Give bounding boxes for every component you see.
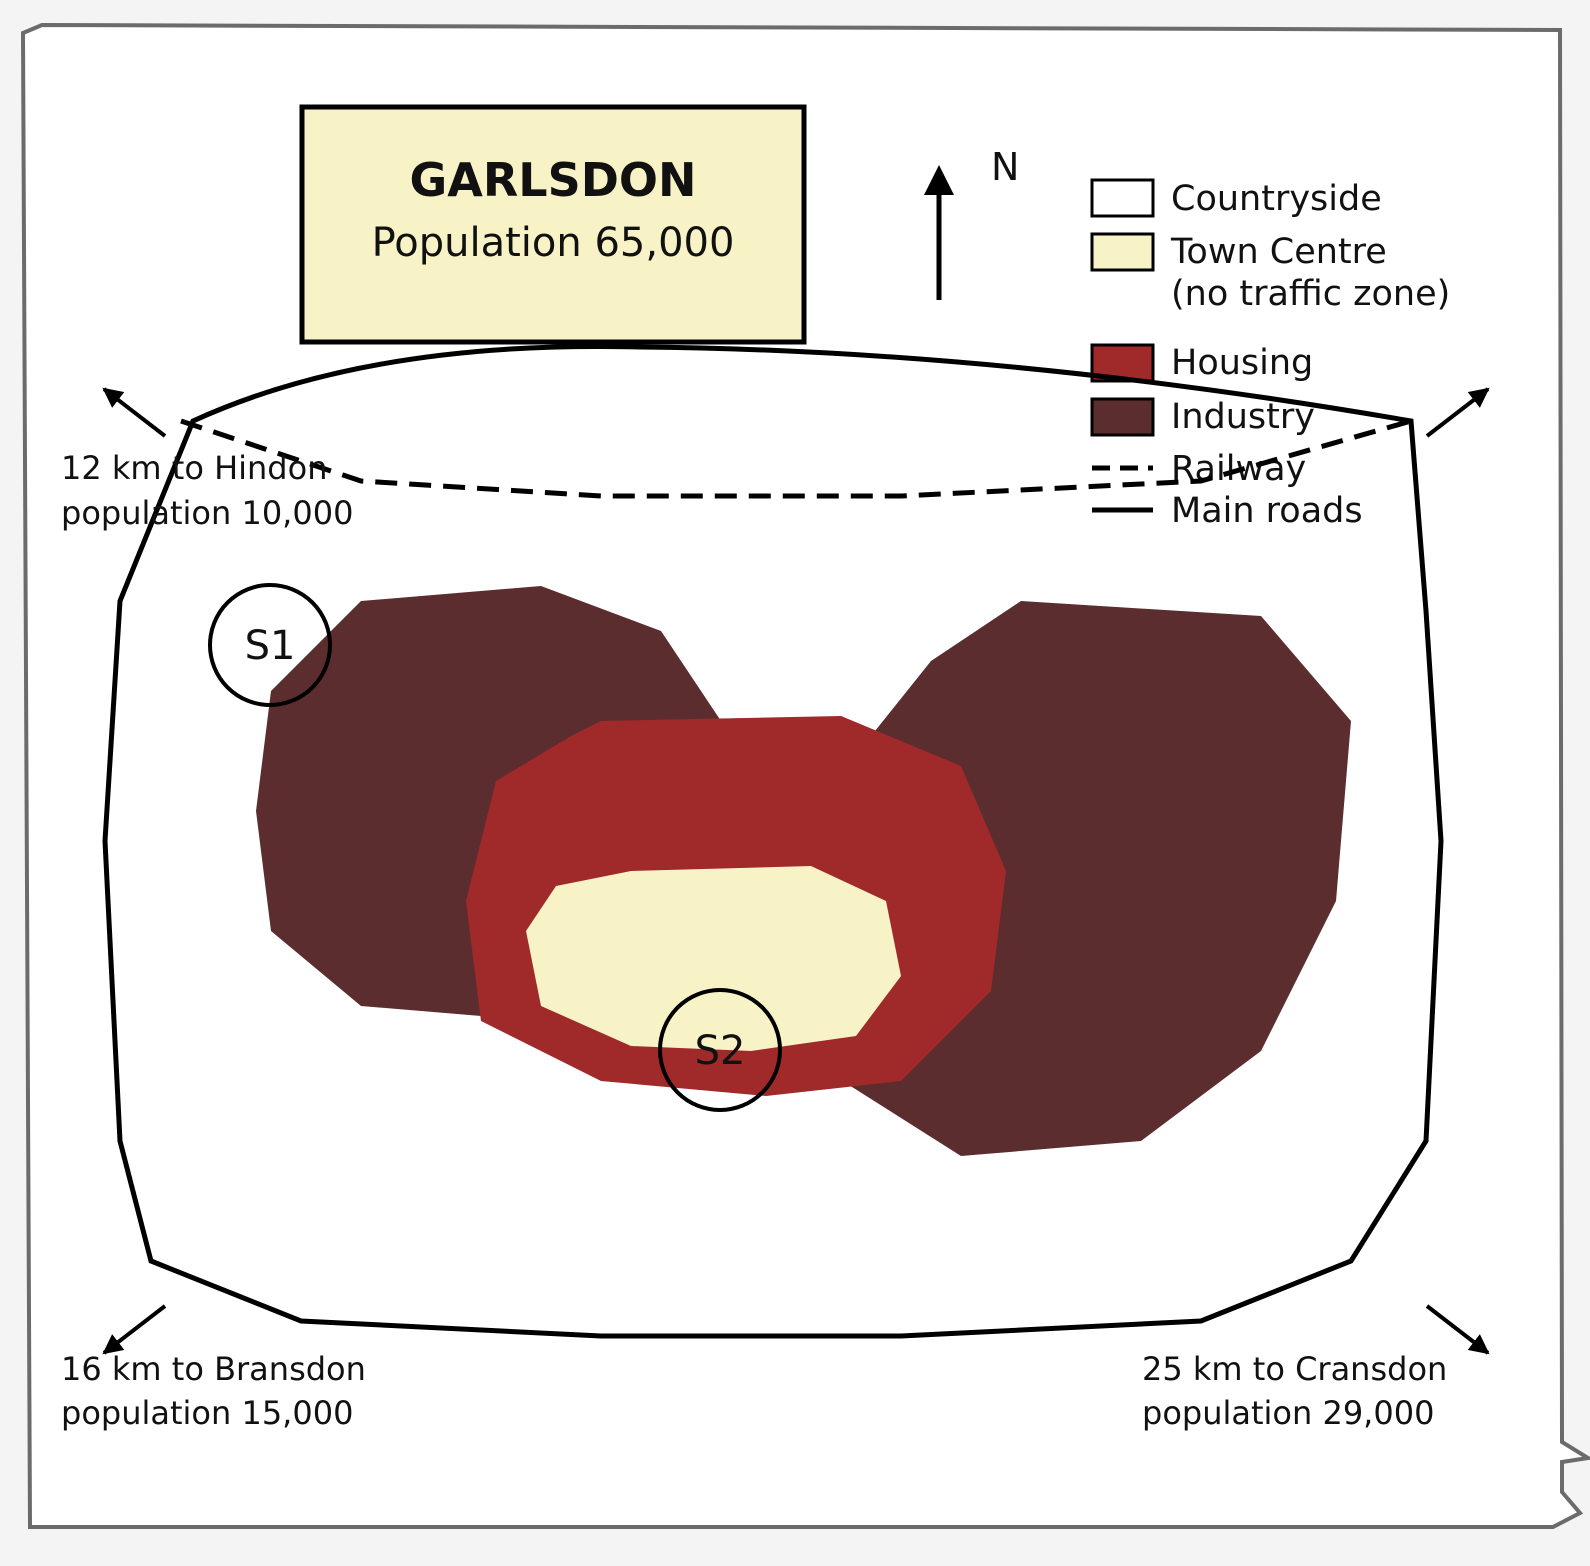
hindon-distance: 12 km to Hindon [61, 449, 327, 487]
road-arrow-to-hindon [102, 387, 167, 438]
cransdon-distance: 25 km to Cransdon [1142, 1350, 1447, 1388]
legend-label-countryside: Countryside [1171, 179, 1382, 219]
cransdon-population: population 29,000 [1142, 1394, 1434, 1432]
road-arrow-to-bransdon [102, 1304, 167, 1355]
town-population: Population 65,000 [372, 220, 735, 266]
site-s1: S1 [208, 583, 332, 707]
north-arrow-icon [924, 165, 954, 300]
legend-label-housing: Housing [1171, 343, 1313, 383]
site-s2-label: S2 [695, 1028, 746, 1074]
legend-swatch-countryside [1090, 178, 1155, 218]
railway-line [180, 418, 1412, 499]
town-centre-area [526, 866, 901, 1051]
bransdon-population: population 15,000 [61, 1394, 353, 1432]
legend-label-town-centre: Town Centre [1170, 232, 1387, 272]
north-label: N [991, 145, 1019, 189]
main-road-ring [102, 343, 1444, 1339]
legend: Countryside Town Centre (no traffic zone… [1090, 178, 1450, 531]
hindon-population: population 10,000 [61, 494, 353, 532]
bransdon-distance: 16 km to Bransdon [61, 1350, 366, 1388]
legend-swatch-town-centre [1090, 232, 1155, 272]
title-box: GARLSDON Population 65,000 [299, 104, 807, 345]
road-arrow-to-cransdon [1425, 1304, 1490, 1355]
site-s1-label: S1 [245, 623, 296, 669]
legend-label-main-roads: Main roads [1171, 491, 1363, 531]
site-s2: S2 [658, 988, 782, 1112]
road-arrow-to-north-east [1425, 387, 1490, 438]
legend-swatch-industry [1090, 397, 1155, 437]
town-name: GARLSDON [409, 153, 696, 207]
legend-label-town-centre-note: (no traffic zone) [1171, 274, 1450, 314]
